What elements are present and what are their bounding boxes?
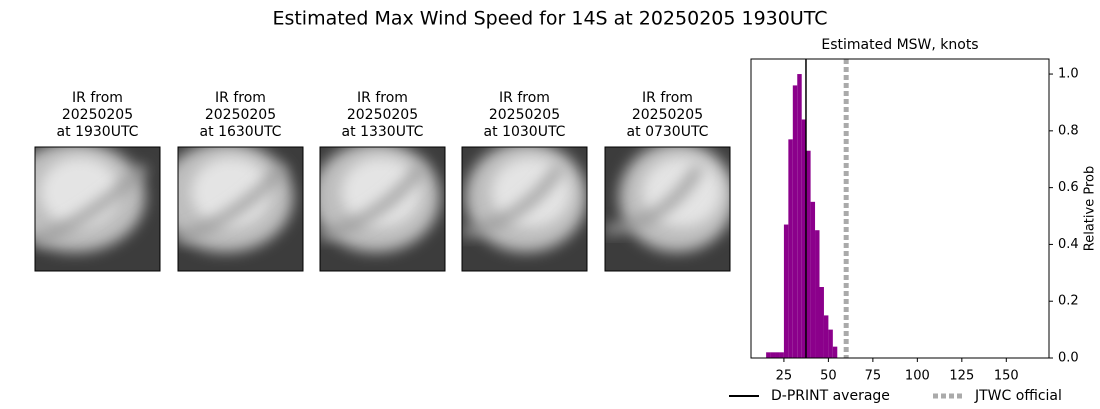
cloud-band (605, 164, 704, 235)
cloud-band (320, 163, 426, 241)
histogram-bar (815, 230, 820, 358)
histogram-bar (783, 224, 789, 358)
cloud-core (191, 157, 271, 227)
histogram-bar (792, 85, 798, 358)
histogram-bar (770, 352, 776, 358)
panel-title: at 1330UTC (342, 124, 424, 140)
ir-image (604, 146, 731, 272)
ir-content (320, 147, 445, 271)
panel-title: IR from (357, 90, 408, 106)
ir-content (178, 147, 303, 271)
histogram-bar (823, 315, 829, 358)
histogram-bar (810, 201, 816, 358)
legend-label: JTWC official (974, 388, 1062, 404)
x-tick-label: 50 (820, 369, 837, 384)
histogram-bar (797, 74, 802, 359)
y-tick-label: 1.0 (1058, 67, 1079, 82)
histogram-bar (801, 119, 807, 359)
panel-title: at 1630UTC (200, 124, 282, 140)
ir-content (462, 147, 587, 271)
panel-frame (177, 146, 304, 272)
ir-image (34, 146, 161, 272)
ir-image (177, 146, 304, 272)
histogram-bar (832, 346, 838, 358)
x-tick-label: 125 (949, 369, 974, 384)
panel-title: 20250205 (632, 107, 703, 123)
y-tick-label: 0.2 (1058, 294, 1079, 309)
x-tick-label: 100 (905, 369, 930, 384)
figure-title: Estimated Max Wind Speed for 14S at 2025… (272, 8, 827, 30)
x-tick-label: 25 (776, 369, 793, 384)
histogram-bar (806, 150, 811, 358)
panel-title: 20250205 (489, 107, 560, 123)
y-tick-label: 0.8 (1058, 123, 1079, 138)
histogram-bar (788, 139, 793, 358)
x-tick-label: 75 (865, 369, 882, 384)
histogram-bar (775, 352, 780, 358)
histogram-bar (828, 329, 833, 358)
histogram-bar (819, 287, 824, 358)
histogram-bar (766, 352, 771, 358)
y-tick-label: 0.4 (1058, 237, 1079, 252)
panel-title: IR from (72, 90, 123, 106)
panel-title: IR from (499, 90, 550, 106)
panel-title: IR from (642, 90, 693, 106)
panel-title: IR from (215, 90, 266, 106)
plot-frame (750, 58, 1050, 359)
ir-content (35, 147, 160, 271)
ir-image (461, 146, 588, 272)
y-tick-label: 0.0 (1058, 351, 1079, 366)
ir-content (605, 147, 730, 271)
cloud-band (178, 163, 288, 244)
panel-frame (319, 146, 446, 272)
panel-title: at 1030UTC (484, 124, 566, 140)
cloud-band (35, 163, 149, 247)
histogram-chart: Estimated MSW, knots 25 50 75 100 125 150 0.0 0.… (729, 37, 1098, 404)
panel-title: 20250205 (347, 107, 418, 123)
panel-title: at 0730UTC (627, 124, 709, 140)
histogram-bar (779, 352, 784, 358)
panel-frame (604, 146, 731, 272)
legend-label: D-PRINT average (771, 388, 890, 404)
y-axis-label: Relative Prob (1083, 166, 1098, 251)
chart-title: Estimated MSW, knots (821, 37, 978, 53)
panel-title: 20250205 (62, 107, 133, 123)
x-tick-label: 150 (994, 369, 1019, 384)
panel-frame (34, 146, 161, 272)
y-tick-label: 0.6 (1058, 180, 1079, 195)
panel-title: at 1930UTC (57, 124, 139, 140)
panel-title: 20250205 (205, 107, 276, 123)
panel-frame (461, 146, 588, 272)
cloud-band (462, 164, 565, 238)
ir-image (319, 146, 446, 272)
cloud-core (341, 157, 421, 227)
